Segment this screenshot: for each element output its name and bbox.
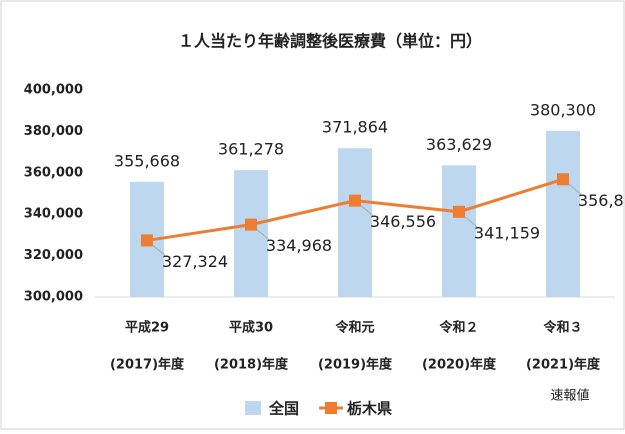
leader-line [568, 183, 582, 195]
leader-line [152, 245, 166, 256]
bar-value-label: 363,629 [426, 135, 492, 154]
bar-value-label: 361,278 [218, 140, 284, 159]
line-value-label: 341,159 [474, 223, 540, 242]
line-value-label: 356,875 [578, 191, 625, 210]
bar-value-label: 380,300 [530, 100, 596, 119]
bar-value-label: 355,668 [114, 151, 180, 170]
legend-label: 栃木県 [347, 400, 392, 418]
y-tick-label: 300,000 [24, 290, 83, 305]
x-tick-label: 平成29 [125, 320, 169, 336]
bar [338, 148, 372, 297]
x-tick-label: 令和３ [543, 320, 582, 336]
x-tick-label: 令和２ [439, 320, 478, 336]
line-value-label: 346,556 [370, 212, 436, 231]
bar [546, 130, 580, 297]
y-tick-label: 320,000 [24, 248, 83, 263]
x-tick-label: (2020)年度 [422, 357, 497, 373]
x-tick-label: (2019)年度 [318, 357, 393, 373]
y-tick-label: 400,000 [24, 83, 83, 98]
y-tick-label: 380,000 [24, 124, 83, 139]
line-value-label: 327,324 [162, 252, 228, 271]
line-marker [245, 218, 257, 231]
chart-title: １人当たり年齢調整後医療費（単位：円） [178, 32, 482, 51]
bar [234, 170, 268, 297]
legend-swatch [325, 402, 337, 414]
leader-line [256, 229, 270, 241]
x-tick-label: 令和元 [335, 320, 374, 336]
line-marker [557, 173, 569, 186]
line-marker [349, 194, 361, 207]
legend-swatch [245, 401, 261, 415]
leader-line [360, 205, 374, 217]
bar [442, 165, 476, 297]
x-tick-label: (2017)年度 [110, 357, 185, 373]
x-tick-label: 平成30 [229, 320, 273, 336]
x-tick-label: (2021)年度 [526, 357, 601, 373]
x-tick-label: (2018)年度 [214, 357, 289, 373]
legend-label: 全国 [268, 400, 299, 418]
leader-line [464, 216, 478, 228]
y-tick-label: 360,000 [24, 165, 83, 180]
bar-value-label: 371,864 [322, 118, 388, 137]
line-marker [141, 234, 153, 247]
annotation: 速報値 [550, 388, 589, 404]
y-tick-label: 340,000 [24, 207, 83, 222]
line-marker [453, 205, 465, 218]
line-value-label: 334,968 [266, 236, 332, 255]
